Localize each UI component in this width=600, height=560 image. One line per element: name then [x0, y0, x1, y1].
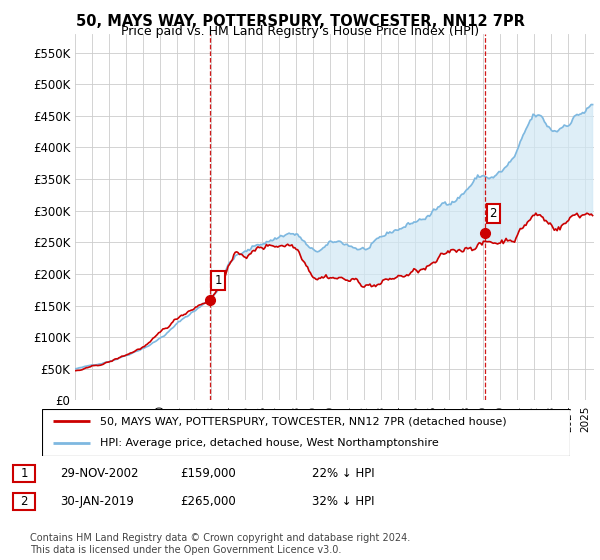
- Text: £159,000: £159,000: [180, 467, 236, 480]
- Text: 1: 1: [214, 274, 222, 287]
- Text: 1: 1: [20, 467, 28, 480]
- Text: 2: 2: [20, 495, 28, 508]
- Text: 50, MAYS WAY, POTTERSPURY, TOWCESTER, NN12 7PR (detached house): 50, MAYS WAY, POTTERSPURY, TOWCESTER, NN…: [100, 416, 507, 426]
- Text: 32% ↓ HPI: 32% ↓ HPI: [312, 495, 374, 508]
- Text: 29-NOV-2002: 29-NOV-2002: [60, 467, 139, 480]
- Text: Contains HM Land Registry data © Crown copyright and database right 2024.: Contains HM Land Registry data © Crown c…: [30, 533, 410, 543]
- Text: 50, MAYS WAY, POTTERSPURY, TOWCESTER, NN12 7PR: 50, MAYS WAY, POTTERSPURY, TOWCESTER, NN…: [76, 14, 524, 29]
- Text: £265,000: £265,000: [180, 495, 236, 508]
- Text: Price paid vs. HM Land Registry's House Price Index (HPI): Price paid vs. HM Land Registry's House …: [121, 25, 479, 38]
- Text: 22% ↓ HPI: 22% ↓ HPI: [312, 467, 374, 480]
- Text: This data is licensed under the Open Government Licence v3.0.: This data is licensed under the Open Gov…: [30, 545, 341, 555]
- Text: HPI: Average price, detached house, West Northamptonshire: HPI: Average price, detached house, West…: [100, 438, 439, 448]
- Text: 2: 2: [490, 207, 497, 220]
- Text: 30-JAN-2019: 30-JAN-2019: [60, 495, 134, 508]
